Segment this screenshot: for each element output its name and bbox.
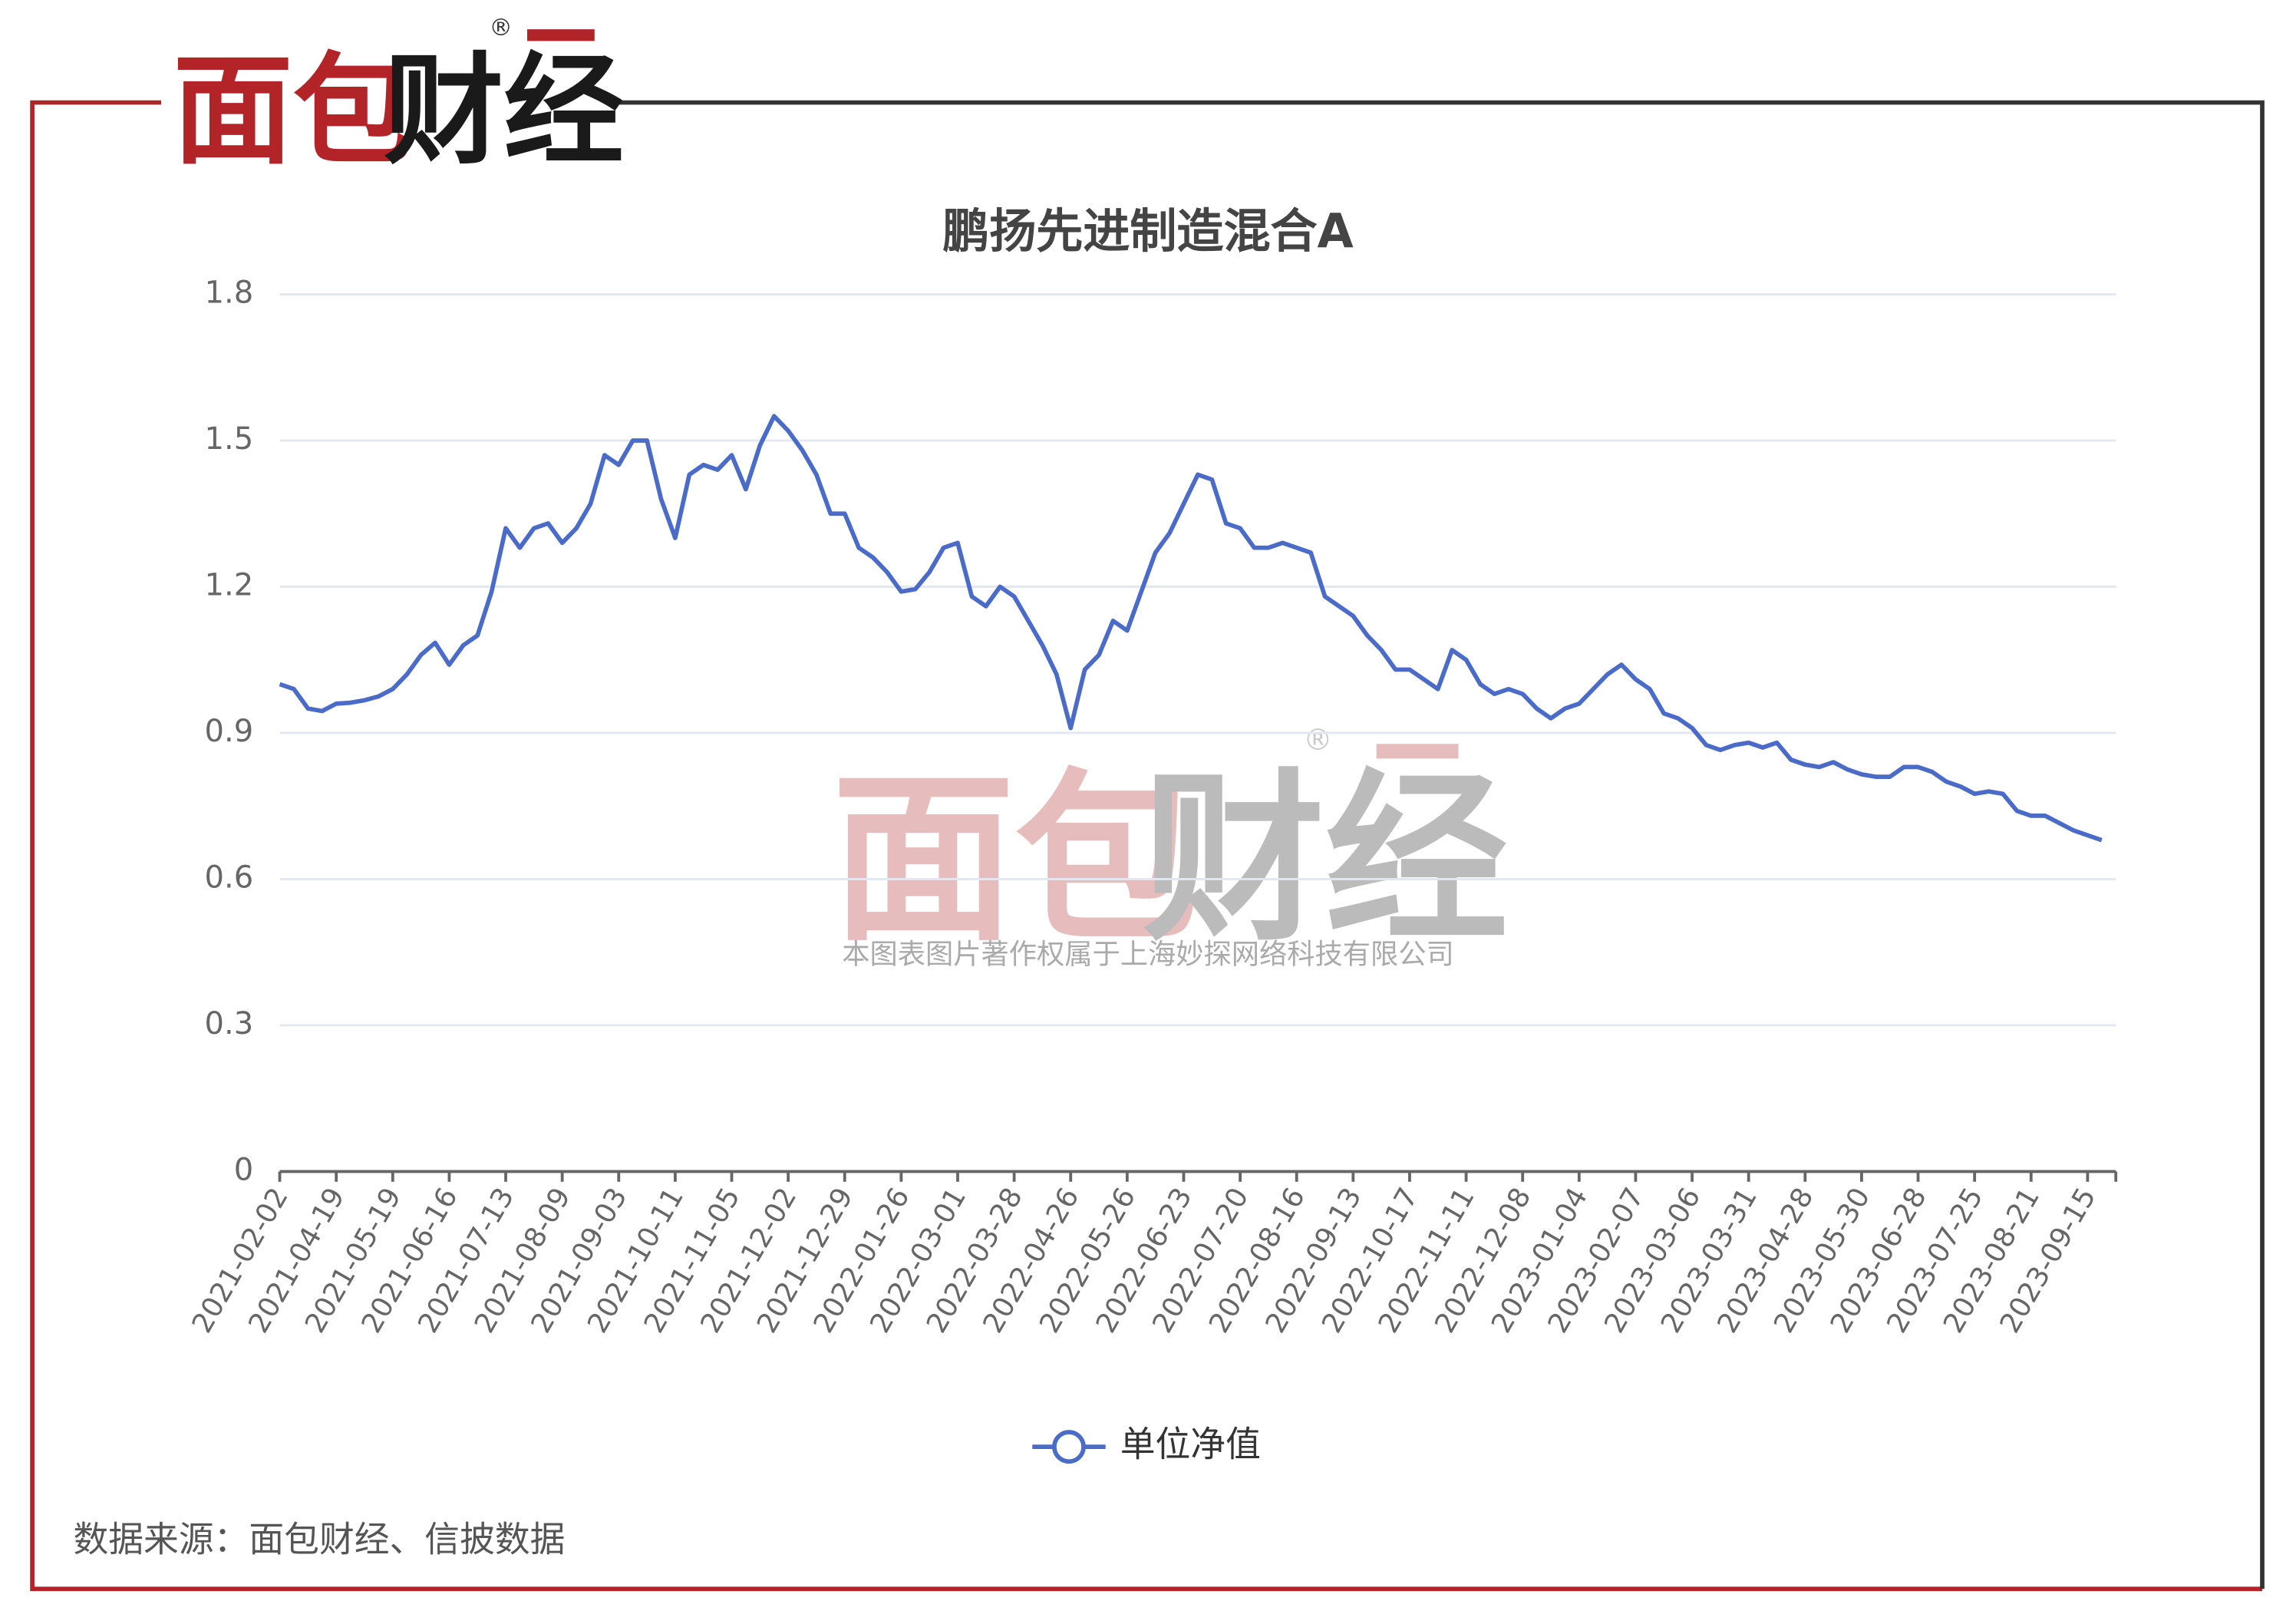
logo-mark: ®: [489, 15, 513, 41]
logo-red: 面包: [173, 41, 413, 180]
legend-label: 单位净值: [1120, 1424, 1261, 1465]
y-tick-label: 1.2: [204, 567, 253, 602]
y-tick-label: 0.9: [204, 714, 253, 749]
chart-title: 鹏扬先进制造混合A: [942, 204, 1354, 259]
logo-black: 财经: [384, 41, 624, 180]
watermark-copyright: 本图表图片著作权属于上海妙探网络科技有限公司: [842, 937, 1454, 970]
y-tick-label: 0: [234, 1152, 253, 1187]
source: 数据来源：面包财经、信披数据: [74, 1519, 566, 1560]
logo-bar: [526, 29, 595, 41]
watermark: 面包 财经 ®: [832, 723, 1509, 966]
y-tick-label: 1.8: [204, 276, 253, 311]
watermark-black: 财经: [1142, 754, 1508, 966]
y-tick-label: 1.5: [204, 421, 253, 457]
y-tick-label: 0.6: [204, 860, 253, 895]
watermark-red: 面包: [832, 754, 1198, 966]
frame-red: [30, 100, 2263, 1592]
legend-marker: [1052, 1430, 1086, 1464]
y-tick-label: 0.3: [204, 1006, 253, 1041]
watermark-mark: ®: [1303, 723, 1332, 757]
line-series: [279, 414, 2103, 843]
frame-dark: [615, 100, 2265, 1589]
watermark-bar: [1376, 744, 1459, 759]
